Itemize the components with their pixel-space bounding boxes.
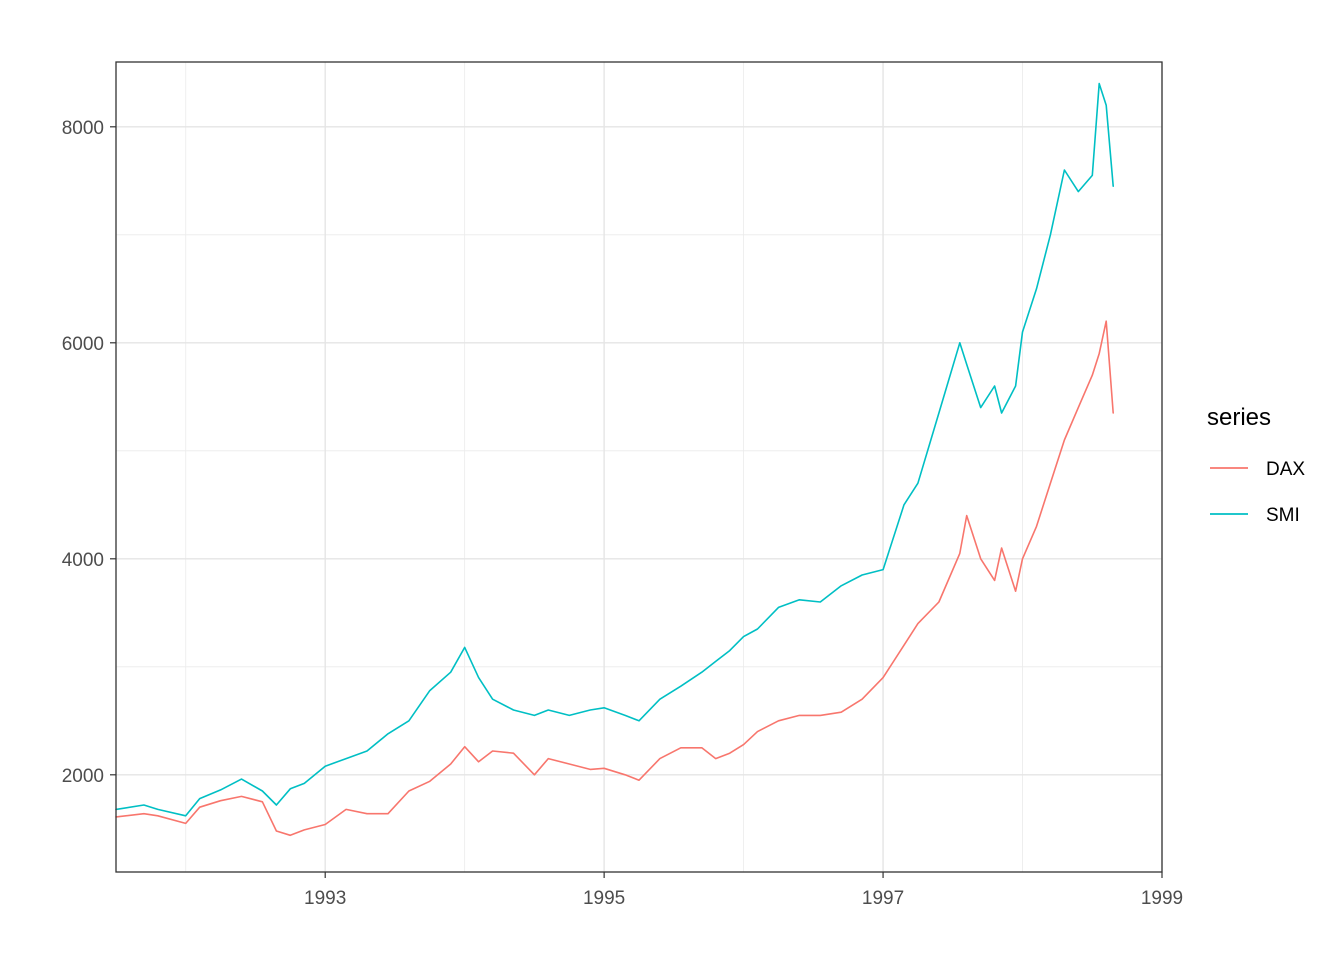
legend: series DAX SMI	[1207, 404, 1305, 526]
series-line-smi	[115, 82, 1114, 817]
legend-title: series	[1207, 404, 1271, 431]
y-tick-label: 2000	[62, 766, 104, 787]
panel-border	[115, 61, 1163, 873]
gridlines	[116, 62, 1163, 872]
legend-label-smi: SMI	[1266, 505, 1300, 526]
y-tick-label: 8000	[62, 118, 104, 139]
axes: 2000 4000 6000 8000 1993 1995 1997 1999	[62, 118, 1183, 909]
x-tick-label: 1997	[862, 888, 904, 909]
series-layer	[115, 82, 1114, 837]
x-tick-label: 1993	[304, 888, 346, 909]
x-tick-label: 1995	[583, 888, 625, 909]
series-line-dax	[115, 320, 1114, 837]
x-tick-label: 1999	[1141, 888, 1183, 909]
y-tick-label: 6000	[62, 334, 104, 355]
y-tick-label: 4000	[62, 550, 104, 571]
legend-label-dax: DAX	[1266, 459, 1305, 480]
